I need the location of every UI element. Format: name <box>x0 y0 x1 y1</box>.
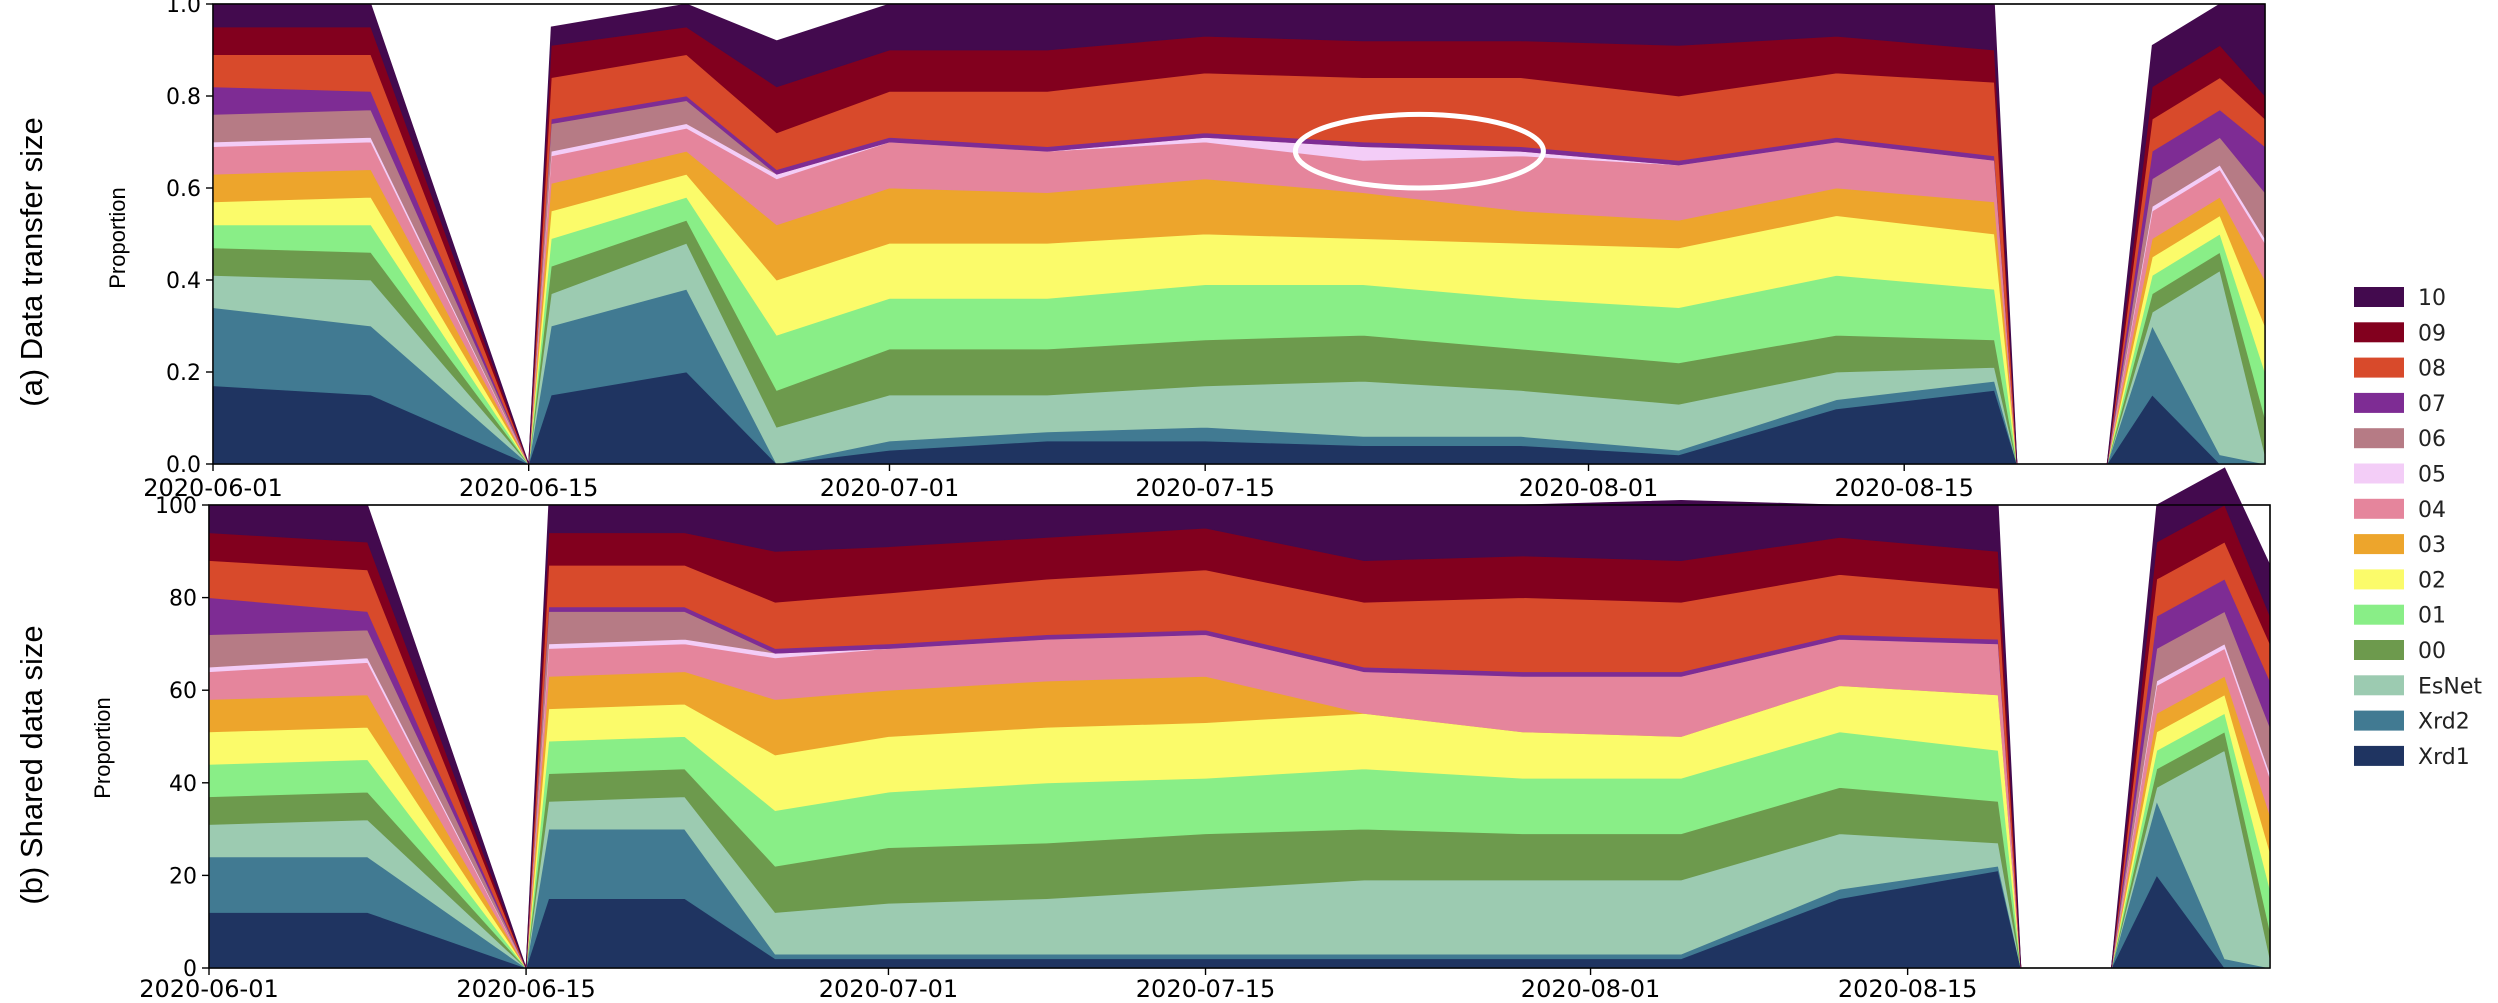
legend-swatch-01 <box>2354 604 2404 625</box>
legend-label-03: 03 <box>2418 533 2446 558</box>
legend-swatch-02 <box>2354 569 2404 590</box>
y-tick-label: 0.6 <box>166 177 201 202</box>
legend-swatch-04 <box>2354 498 2404 519</box>
x-tick-label: 2020-07-15 <box>1135 474 1274 502</box>
x-tick-label: 2020-07-15 <box>1136 975 1275 1003</box>
legend-swatch-06 <box>2354 428 2404 449</box>
panel-b-y-axis-label: Proportion <box>90 697 115 799</box>
plot-border <box>212 3 2266 465</box>
legend-label-esnet: EsNet <box>2418 674 2482 699</box>
y-tick-label: 100 <box>155 494 197 519</box>
legend-swatch-07 <box>2354 392 2404 413</box>
legend-label-09: 09 <box>2418 321 2446 346</box>
y-tick-label: 0.4 <box>166 269 201 294</box>
y-tick-label: 1.0 <box>166 0 201 18</box>
panel-b: (b) Shared data size Proportion 0 20 40 60 8… <box>14 467 2271 1003</box>
legend-swatch-xrd1 <box>2354 745 2404 766</box>
legend-swatch-xrd2 <box>2354 710 2404 731</box>
legend-swatch-10 <box>2354 287 2404 307</box>
legend-label-08: 08 <box>2418 357 2446 382</box>
legend-label-02: 02 <box>2418 568 2446 593</box>
legend-swatch-esnet <box>2354 675 2404 696</box>
legend: 10 09 08 07 06 05 04 03 02 01 00 EsNet Xrd2 Xrd1 <box>2354 286 2482 770</box>
x-tick-label: 2020-07-01 <box>820 474 959 502</box>
legend-swatch-03 <box>2354 534 2404 555</box>
x-tick-label: 2020-08-01 <box>1519 474 1658 502</box>
legend-label-10: 10 <box>2418 286 2446 311</box>
legend-swatch-08 <box>2354 357 2404 378</box>
x-tick-label: 2020-07-01 <box>819 975 958 1003</box>
legend-label-06: 06 <box>2418 427 2446 452</box>
y-tick-label: 0.0 <box>166 453 201 478</box>
x-tick-label: 2020-06-01 <box>143 474 282 502</box>
legend-swatch-09 <box>2354 322 2404 343</box>
y-tick-label: 60 <box>169 679 197 704</box>
y-tick-label: 0.2 <box>166 361 201 386</box>
plot-border <box>208 504 2271 969</box>
legend-label-01: 01 <box>2418 604 2446 629</box>
x-tick-label: 2020-06-15 <box>456 975 595 1003</box>
y-tick-label: 0 <box>183 957 197 982</box>
y-tick-label: 20 <box>169 864 197 889</box>
legend-label-07: 07 <box>2418 392 2446 417</box>
legend-label-xrd1: Xrd1 <box>2418 745 2470 770</box>
highlight-ellipse <box>1292 111 1546 191</box>
panel-a-y-axis-label: Proportion <box>105 187 130 289</box>
x-tick-label: 2020-06-15 <box>459 474 598 502</box>
x-tick-label: 2020-08-15 <box>1838 975 1977 1003</box>
panel-a-label: (a) Data transfer size <box>14 117 49 406</box>
legend-label-00: 00 <box>2418 639 2446 664</box>
y-tick-label: 40 <box>169 772 197 797</box>
panel-b-label: (b) Shared data size <box>14 625 49 904</box>
x-tick-label: 2020-08-01 <box>1521 975 1660 1003</box>
legend-swatch-05 <box>2354 463 2404 484</box>
legend-label-05: 05 <box>2418 463 2446 488</box>
y-tick-label: 0.8 <box>166 85 201 110</box>
x-tick-label: 2020-08-15 <box>1834 474 1973 502</box>
y-tick-label: 80 <box>169 587 197 612</box>
legend-swatch-00 <box>2354 640 2404 660</box>
legend-label-04: 04 <box>2418 498 2446 523</box>
panel-a: (a) Data transfer size Proportion 0.0 0.2… <box>14 0 2266 502</box>
legend-label-xrd2: Xrd2 <box>2418 710 2470 735</box>
panel-a-plot-area: 0.0 0.2 0.4 0.6 0.8 1.0 2020-06-01 2020-06-15 20… <box>143 0 2266 502</box>
x-tick-label: 2020-06-01 <box>139 975 278 1003</box>
